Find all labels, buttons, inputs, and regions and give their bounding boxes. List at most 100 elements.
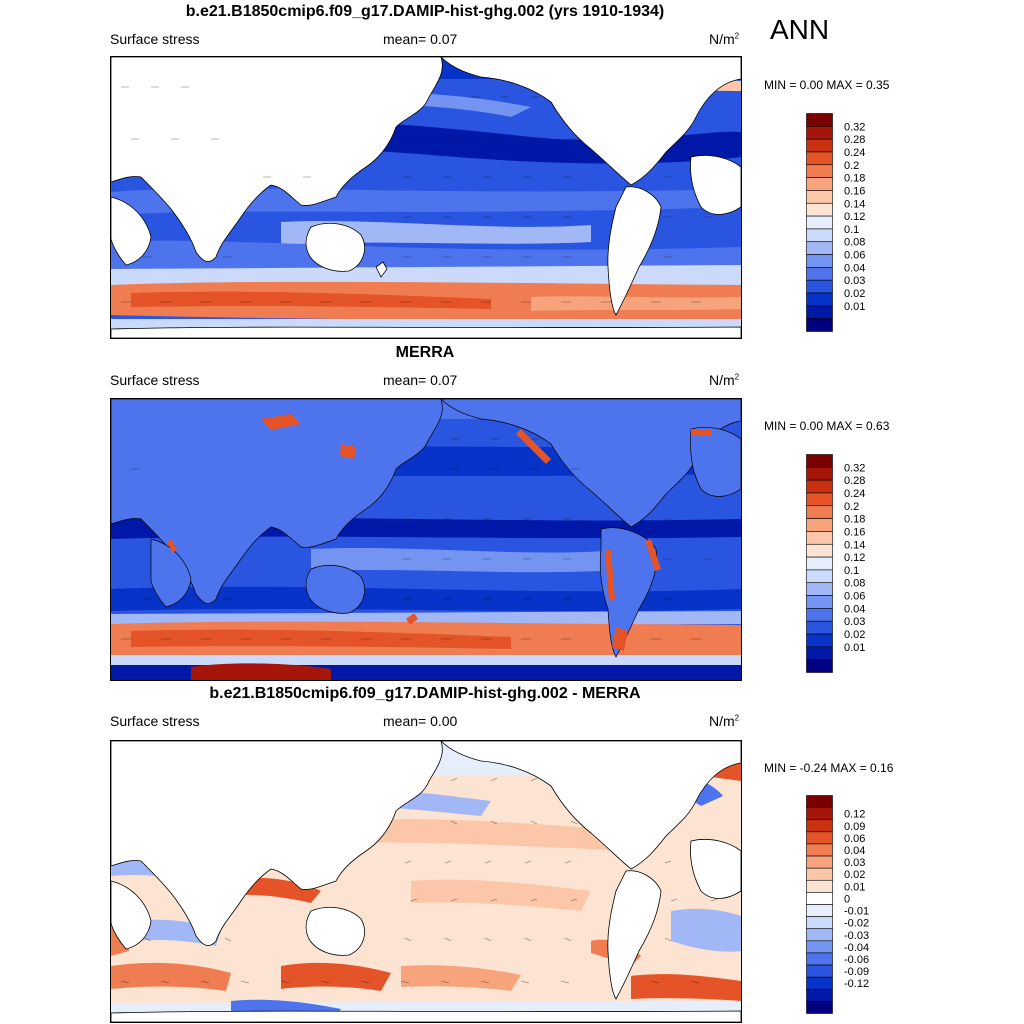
colorbar-tick-label: 0.04 [844,603,865,615]
colorbar-tick-label: 0.01 [844,881,865,893]
colorbar-tick-label: 0.12 [844,211,865,223]
colorbar-swatch [806,202,833,217]
colorbar-swatch [806,988,833,1002]
colorbar-swatch [806,964,833,978]
colorbar-swatch [806,543,833,558]
colorbar-tick-label: 0.14 [844,539,865,551]
colorbar-swatch [806,241,833,255]
colorbar-swatch [806,843,833,857]
colorbar-tick-label: 0.28 [844,475,865,487]
panel-1-minmax: MIN = 0.00 MAX = 0.35 [764,78,890,92]
colorbar-swatch [806,113,833,127]
colorbar-graphic: 0.120.090.060.040.030.020.010-0.01-0.02-… [806,795,869,1014]
colorbar-swatch [806,940,833,954]
panel-3-variable: Surface stress [110,713,200,729]
colorbar-tick-label: 0.02 [844,869,865,881]
colorbar-tick-label: 0.03 [844,616,865,628]
colorbar-tick-label: 0.06 [844,591,865,603]
colorbar-swatch [806,916,833,930]
colorbar-tick-label: 0.32 [844,462,865,474]
colorbar-tick-label: -0.04 [844,942,869,954]
colorbar-tick-label: 0.04 [844,262,865,274]
colorbar-tick-label: 0.08 [844,578,865,590]
colorbar-tick-label: -0.12 [844,978,869,990]
panel-1-wind-vectors [121,86,711,303]
colorbar-swatch [806,164,833,178]
colorbar-swatch [806,492,833,507]
colorbar-tick-label: 0.24 [844,488,865,500]
colorbar-tick-label: 0.1 [844,565,859,577]
panel-1-units: N/m2 [709,31,740,47]
colorbar-tick-label: 0.03 [844,857,865,869]
panel-1-title: b.e21.B1850cmip6.f09_g17.DAMIP-hist-ghg.… [185,3,665,20]
colorbar-tick-label: 0.14 [844,198,865,210]
colorbar-swatch [806,305,833,319]
colorbar-swatch [806,795,833,808]
panel-2-title: MERRA [395,344,455,361]
colorbar-tick-label: 0 [844,893,850,905]
season-label: ANN [770,14,830,45]
colorbar-swatch [806,292,833,307]
colorbar-tick-label: 0.08 [844,237,865,249]
panel-1-mean: mean= 0.07 [383,31,458,47]
colorbar-tick-label: 0.28 [844,134,865,146]
colorbar-swatch [806,215,833,230]
colorbar-swatch [806,928,833,942]
panel-3-units: N/m2 [709,713,740,729]
colorbar-tick-label: 0.04 [844,845,865,857]
colorbar-tick-label: 0.01 [844,301,865,313]
colorbar-swatch [806,556,833,571]
panel-3-title: b.e21.B1850cmip6.f09_g17.DAMIP-hist-ghg.… [209,685,641,702]
colorbar-graphic: 0.320.280.240.20.180.160.140.120.10.080.… [806,113,865,332]
panel-2-mean: mean= 0.07 [383,372,458,388]
colorbar-tick-label: -0.02 [844,918,869,930]
panel-1-colorbar: 0.32 0.28 0.24 0.2 0.18 0.16 0.14 0.12 0.1 0.08 0.… [806,113,896,333]
panel-2-colorbar: 0.32 0.28 0.24 0.2 0.18 0.16 0.14 0.12 0.1 0.08 0.… [806,454,896,674]
colorbar-swatch [806,620,833,635]
colorbar-swatch [806,518,833,532]
colorbar-swatch [806,318,833,332]
colorbar-swatch [806,646,833,660]
panel-1-map-graphic [111,57,741,338]
colorbar-tick-label: -0.09 [844,966,869,978]
colorbar-swatch [806,904,833,917]
colorbar-swatch [806,505,833,519]
colorbar-tick-label: 0.18 [844,173,865,185]
colorbar-swatch [806,819,833,833]
panel-1-variable: Surface stress [110,31,200,47]
colorbar-swatch [806,177,833,191]
colorbar-swatch [806,267,833,281]
colorbar-tick-label: 0.12 [844,552,865,564]
colorbar-tick-label: 0.24 [844,147,865,159]
colorbar-tick-label: -0.06 [844,954,869,966]
colorbar-swatch [806,892,833,905]
colorbar-swatch [806,569,833,584]
colorbar-tick-label: 0.09 [844,821,865,833]
panel-1-map [110,56,742,339]
colorbar-swatch [806,608,833,622]
panel-3-colorbar: 0.12 0.09 0.06 0.04 0.03 0.02 0.01 0 -0.01 -0.02-… [806,795,896,1015]
panel-3-mean: mean= 0.00 [383,713,458,729]
colorbar-swatch [806,595,833,609]
colorbar-tick-label: 0.12 [844,809,865,821]
colorbar-swatch [806,807,833,821]
colorbar-tick-label: 0.06 [844,833,865,845]
colorbar-swatch [806,831,833,845]
colorbar-tick-label: 0.2 [844,501,859,513]
colorbar-swatch [806,228,833,243]
colorbar-tick-label: 0.16 [844,185,865,197]
colorbar-swatch [806,1001,833,1014]
colorbar-swatch [806,151,833,166]
colorbar-swatch [806,126,833,140]
panel-3-map [110,740,742,1023]
colorbar-swatch [806,659,833,673]
colorbar-swatch [806,976,833,990]
colorbar-tick-label: 0.2 [844,160,859,172]
panel-2-map [110,398,742,681]
colorbar-tick-label: 0.32 [844,121,865,133]
colorbar-tick-label: 0.02 [844,288,865,300]
colorbar-swatch [806,190,833,204]
colorbar-graphic: 0.320.280.240.20.180.160.140.120.10.080.… [806,454,865,673]
colorbar-tick-label: -0.03 [844,930,869,942]
colorbar-swatch [806,633,833,648]
